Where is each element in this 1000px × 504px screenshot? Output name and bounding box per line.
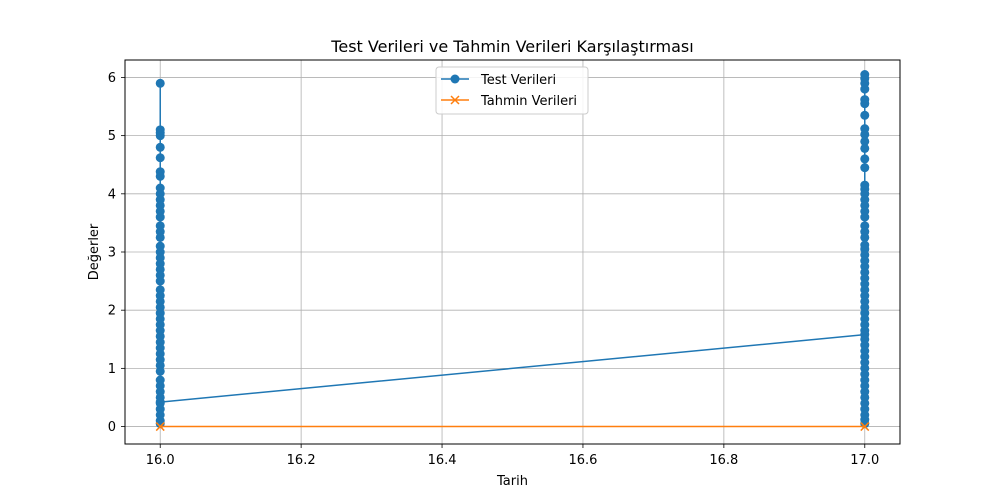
x-tick-label: 16.4 (428, 453, 457, 468)
legend-box (435, 66, 589, 115)
data-point (860, 84, 870, 94)
data-point (155, 78, 165, 88)
data-point (860, 110, 870, 120)
data-point (860, 326, 870, 336)
data-point (155, 142, 165, 152)
x-axis-label: Tarih (496, 474, 528, 489)
y-tick-label: 6 (108, 71, 116, 86)
y-tick-label: 1 (108, 362, 116, 377)
data-point (860, 99, 870, 109)
y-axis-ticks: 0 1 2 3 4 5 6 (108, 71, 125, 435)
data-point (860, 422, 870, 432)
chart-title: Test Verileri ve Tahmin Verileri Karşıla… (330, 37, 693, 56)
legend-test-label: Test Verileri (480, 73, 556, 88)
y-tick-label: 2 (108, 304, 116, 319)
data-point (155, 171, 165, 181)
legend-test-marker (450, 74, 460, 84)
y-tick-label: 5 (108, 129, 116, 144)
y-axis-label: Değerler (87, 223, 102, 280)
data-point (155, 232, 165, 242)
data-point (155, 131, 165, 141)
data-point (860, 212, 870, 222)
data-point (860, 154, 870, 164)
data-point (155, 397, 165, 407)
data-point (860, 136, 870, 146)
series-layer (155, 70, 870, 432)
y-tick-label: 4 (108, 187, 116, 202)
data-point (860, 143, 870, 153)
series-tahmin (155, 422, 870, 432)
x-tick-label: 16.2 (287, 453, 316, 468)
x-tick-label: 16.0 (146, 453, 175, 468)
x-tick-label: 16.6 (568, 453, 597, 468)
data-point (155, 422, 165, 432)
legend-tahmin-marker (450, 95, 460, 105)
data-point (860, 129, 870, 139)
legend-tahmin-label: Tahmin Verileri (480, 94, 577, 109)
series-test (155, 70, 870, 429)
x-tick-label: 17.0 (850, 453, 879, 468)
data-point (155, 153, 165, 163)
data-point (860, 163, 870, 173)
data-point (155, 366, 165, 376)
data-point (155, 276, 165, 286)
x-axis-ticks: 16.0 16.2 16.4 16.6 16.8 17.0 (146, 444, 879, 468)
data-point (155, 212, 165, 222)
y-tick-label: 3 (108, 246, 116, 261)
data-point (860, 232, 870, 242)
x-tick-label: 16.8 (709, 453, 738, 468)
legend: Test Verileri Tahmin Verileri (435, 66, 589, 115)
y-tick-label: 0 (108, 420, 116, 435)
